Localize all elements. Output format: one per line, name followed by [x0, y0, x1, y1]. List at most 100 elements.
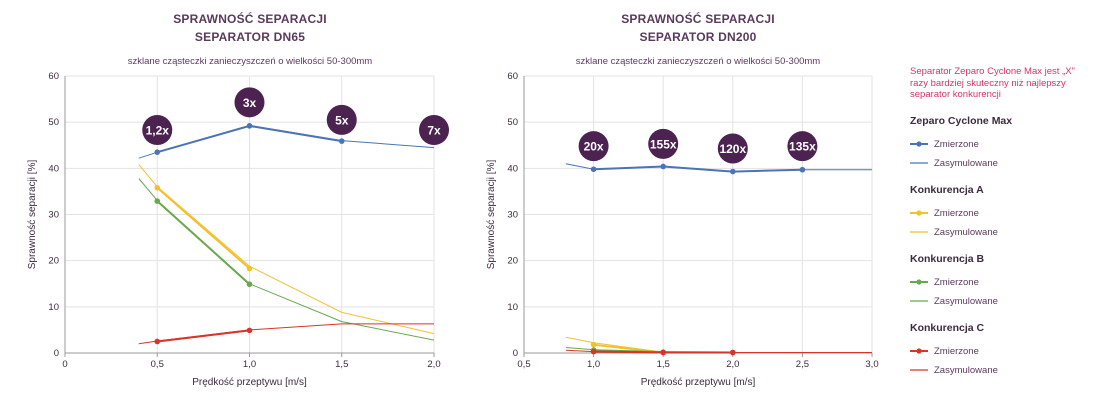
chart2-badge-circle-0 [578, 131, 609, 162]
chart2-xtick-label: 2,0 [726, 359, 739, 370]
legend-group-title: Konkurencja A [910, 183, 984, 196]
legend-swatch-simulated [910, 300, 928, 302]
chart2-ytick-label: 40 [507, 163, 518, 174]
chart1-ytick-label: 60 [48, 71, 59, 82]
chart2-title: SPRAWNOŚĆ SEPARACJI SEPARATOR DN200 [578, 10, 818, 46]
chart1-ytick-label: 20 [48, 256, 59, 267]
chart2-ytick-label: 60 [507, 71, 518, 82]
chart1-ytick-label: 30 [48, 210, 59, 221]
chart1-title: SPRAWNOŚĆ SEPARACJI SEPARATOR DN65 [130, 10, 370, 46]
chart2-subtitle: szklane cząsteczki zanieczyszczeń o wiel… [575, 56, 821, 67]
legend-entry-simulated: Zasymulowane [910, 292, 1095, 311]
chart2-xtick-label: 0,5 [517, 359, 530, 370]
chart1-xtick-label: 2,0 [427, 359, 440, 370]
legend: Separator Zeparo Cyclone Max jest „X” ra… [910, 66, 1095, 391]
legend-swatch-measured [910, 279, 928, 285]
legend-entry-label: Zmierzone [934, 207, 979, 219]
legend-entry-simulated: Zasymulowane [910, 223, 1095, 242]
legend-group-1: Konkurencja A Zmierzone Zasymulowane [910, 184, 1095, 242]
legend-entry-simulated: Zasymulowane [910, 154, 1095, 173]
chart1-series-line-7 [138, 323, 434, 345]
legend-swatch-simulated [910, 369, 928, 371]
chart1-series-line-2 [156, 186, 251, 270]
chart2-badge-label-0: 20x [584, 140, 604, 154]
chart2-badge-label-3: 135x [789, 140, 816, 154]
chart1-xtick-label: 1,0 [243, 359, 256, 370]
legend-group-title: Zeparo Cyclone Max [910, 114, 1013, 127]
legend-note: Separator Zeparo Cyclone Max jest „X” ra… [910, 66, 1075, 100]
chart1-ytick-label: 10 [48, 302, 59, 313]
chart1-subtitle: szklane cząsteczki zanieczyszczeń o wiel… [127, 56, 373, 67]
legend-entry-measured: Zmierzone [910, 204, 1095, 223]
chart2-ytick-label: 20 [507, 256, 518, 267]
chart1-xtick-label: 0,5 [151, 359, 164, 370]
legend-entry-label: Zasymulowane [934, 226, 998, 238]
chart1-series-point-2 [154, 184, 161, 191]
legend-group-title: Konkurencja B [910, 252, 985, 265]
chart2-badge-circle-2 [717, 133, 748, 164]
chart1-badge-label-2: 5x [335, 113, 349, 127]
chart1-badge-label-1: 3x [243, 96, 257, 110]
chart2-badge-circle-1 [648, 128, 679, 159]
chart1-series-line-1 [138, 124, 435, 159]
chart2-xtick-label: 1,0 [587, 359, 600, 370]
legend-entry-label: Zmierzone [934, 345, 979, 357]
chart1-series-line-5 [138, 178, 435, 341]
legend-swatch-measured [910, 141, 928, 147]
chart1-badge-circle-1 [234, 87, 265, 118]
legend-entry-measured: Zmierzone [910, 273, 1095, 292]
chart2-title-line2: SEPARATOR DN200 [639, 30, 757, 44]
chart2-y-axis-label: Sprawność separacji [%] [486, 160, 497, 270]
chart1-y-axis-label: Sprawność separacji [%] [27, 160, 38, 270]
chart2-ytick-label: 0 [513, 348, 518, 359]
chart1-badge-label-0: 1,2x [146, 124, 170, 138]
legend-swatch-marker [916, 141, 922, 147]
chart1-badge-label-3: 7x [427, 124, 441, 138]
legend-swatch-measured [910, 348, 928, 354]
chart1-title-line1: SPRAWNOŚĆ SEPARACJI [173, 12, 327, 26]
legend-entry-label: Zmierzone [934, 138, 979, 150]
legend-swatch-marker [916, 279, 922, 285]
legend-group-3: Konkurencja C Zmierzone Zasymulowane [910, 322, 1095, 380]
legend-swatch-measured [910, 210, 928, 216]
legend-swatch-marker [916, 348, 922, 354]
chart1-ytick-label: 50 [48, 117, 59, 128]
legend-swatch-simulated [910, 231, 928, 233]
chart1-series-line-3 [138, 164, 435, 335]
legend-group-0: Zeparo Cyclone Max Zmierzone Zasymulowane [910, 115, 1095, 173]
chart2-title-line1: SPRAWNOŚĆ SEPARACJI [621, 12, 775, 26]
chart2-badge-circle-3 [787, 131, 818, 162]
chart2-xtick-label: 1,5 [657, 359, 670, 370]
legend-swatch-simulated [910, 162, 928, 164]
legend-groups: Zeparo Cyclone Max Zmierzone Zasymulowane K… [910, 115, 1095, 380]
chart1-xtick-label: 1,5 [335, 359, 348, 370]
legend-entry-simulated: Zasymulowane [910, 361, 1095, 380]
chart1-title-line2: SEPARATOR DN65 [194, 30, 306, 44]
chart2-x-axis-label: Prędkość przeptywu [m/s] [641, 377, 756, 388]
legend-entry-measured: Zmierzone [910, 342, 1095, 361]
chart2-ytick-label: 30 [507, 210, 518, 221]
chart2-xtick-label: 2,5 [796, 359, 809, 370]
chart2-series-line-7 [565, 349, 872, 353]
chart1-x-axis-label: Prędkość przeptywu [m/s] [192, 377, 307, 388]
chart2-badge-label-1: 155x [650, 137, 677, 151]
chart2-ytick-label: 10 [507, 302, 518, 313]
chart2-series-line-1 [565, 163, 872, 173]
chart1-badge-circle-2 [326, 104, 357, 135]
legend-entry-measured: Zmierzone [910, 135, 1095, 154]
legend-entry-label: Zasymulowane [934, 295, 998, 307]
chart1-badge-circle-3 [419, 115, 449, 146]
chart1-badge-circle-0 [142, 115, 173, 146]
chart1-ytick-label: 0 [54, 348, 59, 359]
legend-group-title: Konkurencja C [910, 321, 985, 334]
chart1-ytick-label: 40 [48, 163, 59, 174]
legend-entry-label: Zasymulowane [934, 157, 998, 169]
chart2-xtick-label: 3,0 [865, 359, 878, 370]
chart2-badge-label-2: 120x [719, 142, 746, 156]
legend-entry-label: Zasymulowane [934, 364, 998, 376]
chart2-ytick-label: 50 [507, 117, 518, 128]
legend-group-2: Konkurencja B Zmierzone Zasymulowane [910, 253, 1095, 311]
legend-swatch-marker [916, 210, 922, 216]
legend-entry-label: Zmierzone [934, 276, 979, 288]
